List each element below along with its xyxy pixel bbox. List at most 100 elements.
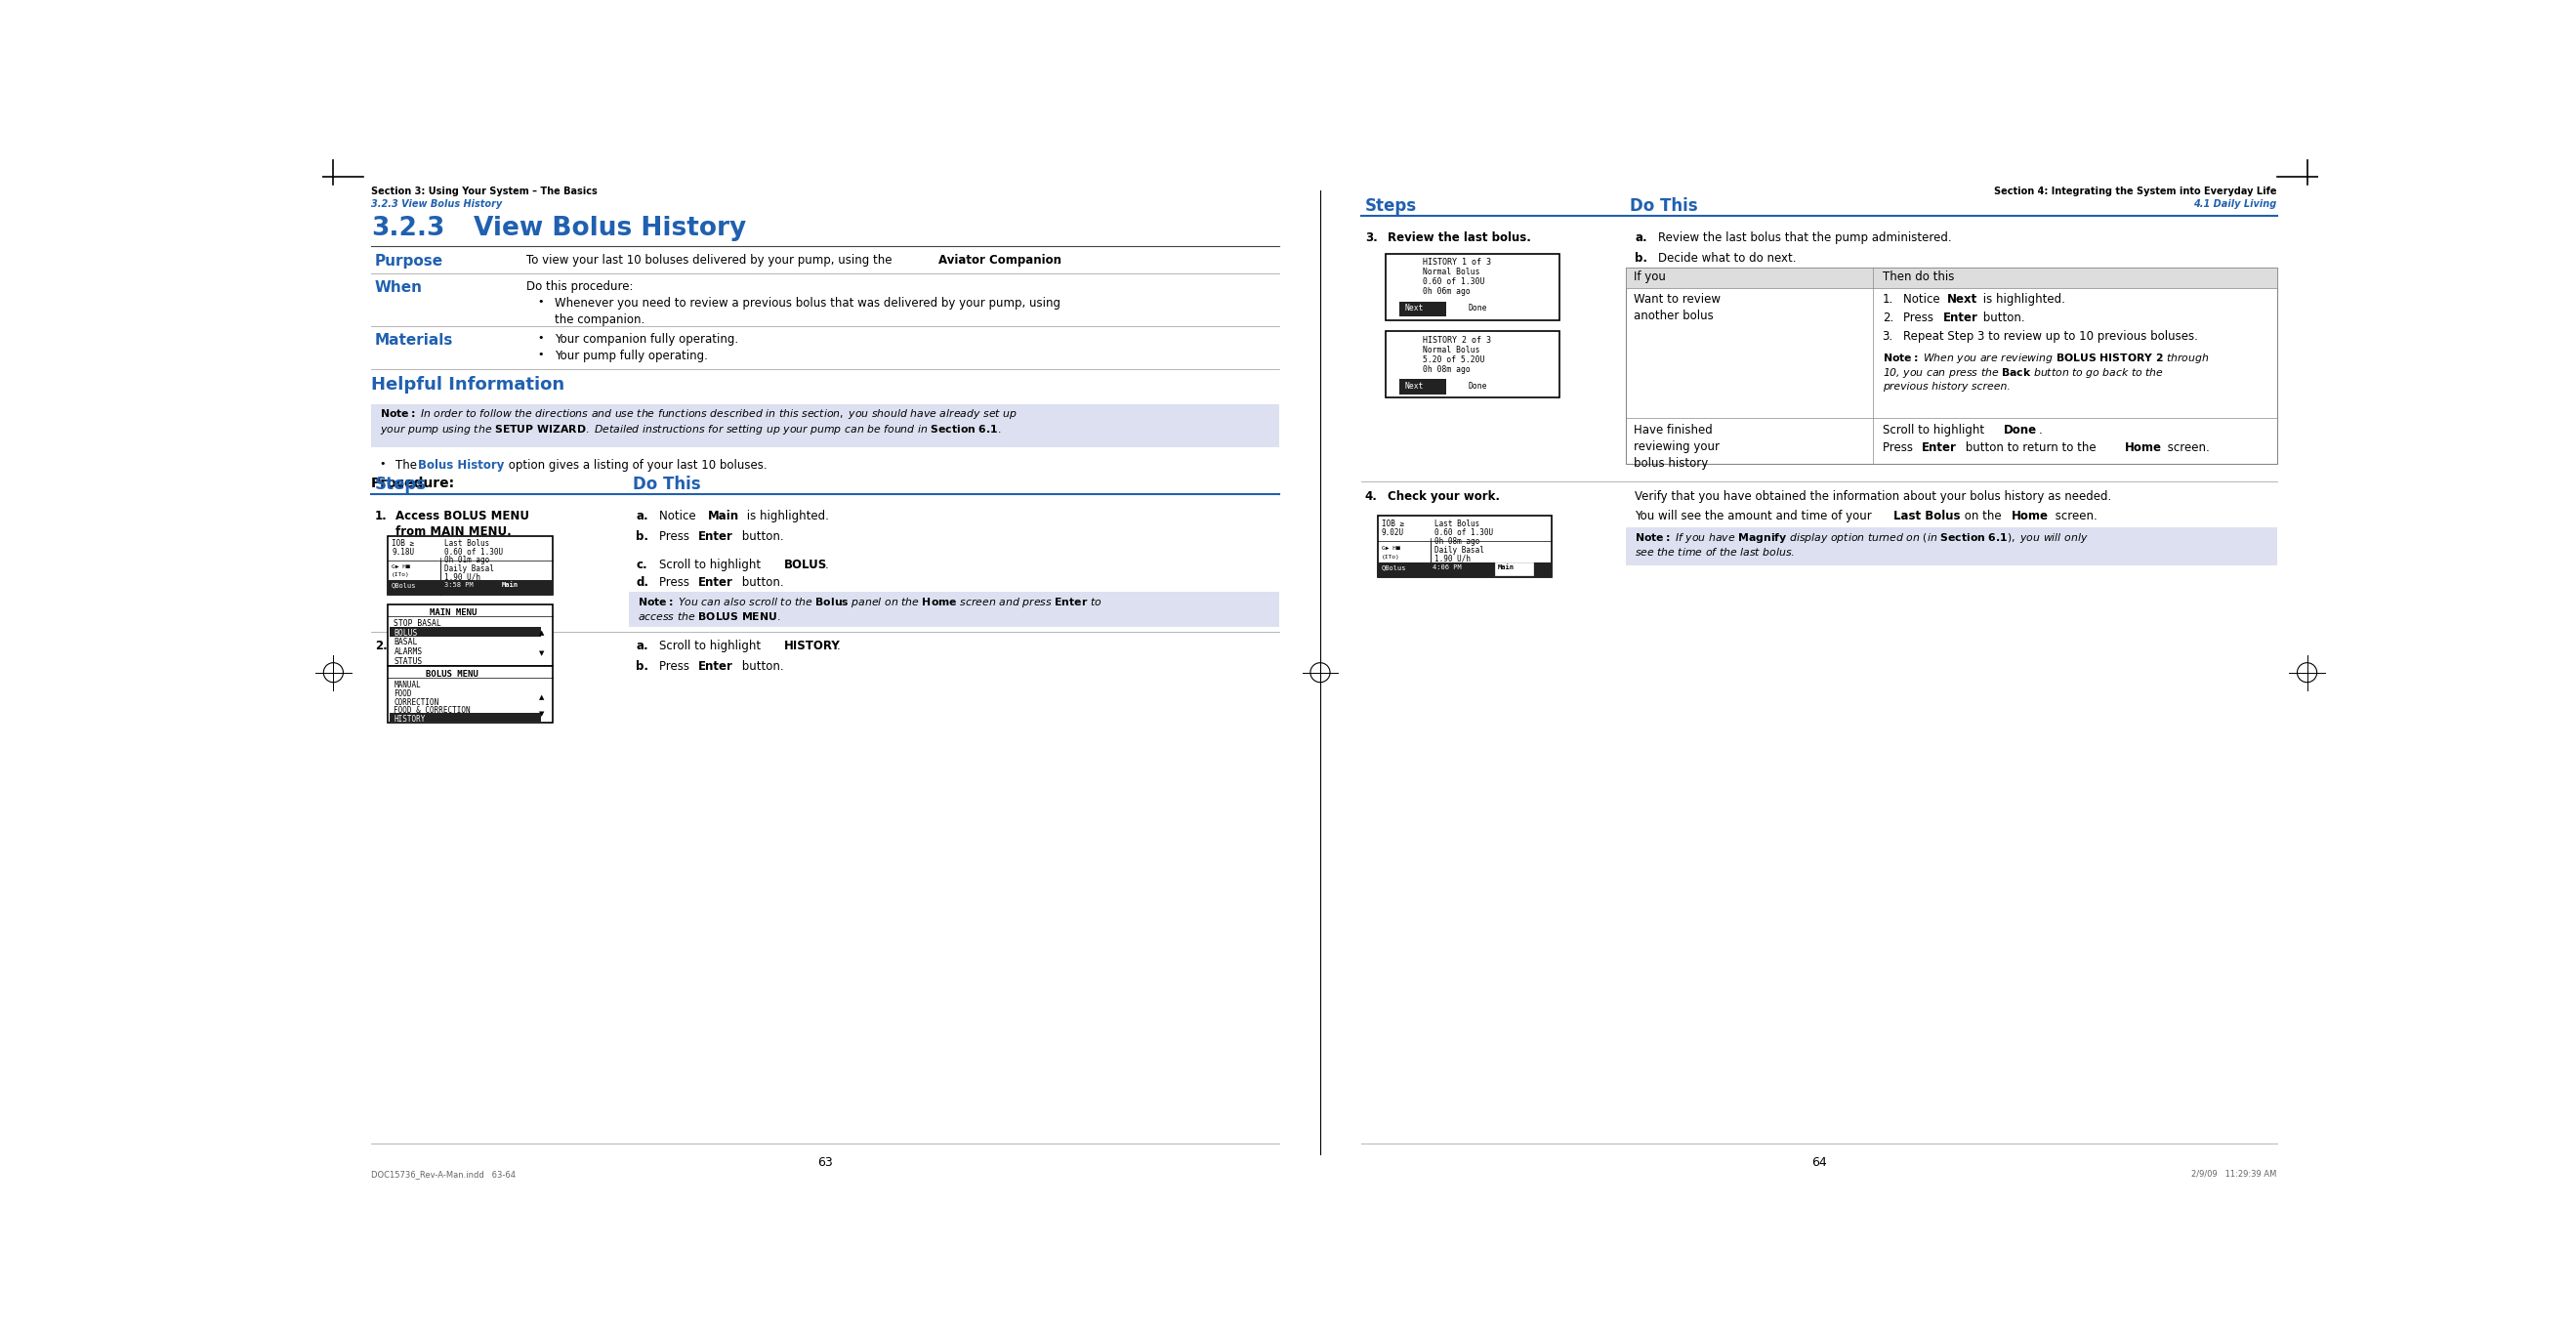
Text: MAIN MENU: MAIN MENU	[430, 608, 477, 618]
Text: 1.: 1.	[1883, 293, 1893, 306]
Text: ▼: ▼	[538, 651, 544, 656]
Text: Your pump fully operating.: Your pump fully operating.	[554, 349, 708, 362]
Text: Review the last bolus that the pump administered.: Review the last bolus that the pump admi…	[1659, 232, 1950, 245]
Text: a.: a.	[636, 510, 649, 523]
Text: $\it{see\ the\ time\ of\ the\ last\ bolus.}$: $\it{see\ the\ time\ of\ the\ last\ bolu…	[1636, 546, 1795, 558]
Text: Press: Press	[659, 531, 693, 543]
Text: Press: Press	[1904, 311, 1937, 325]
Bar	[1399, 379, 1445, 394]
Text: $\bf{Note:}$ $\it{In\ order\ to\ follow\ the\ directions\ and\ use\ the\ functio: $\bf{Note:}$ $\it{In\ order\ to\ follow\…	[381, 407, 1018, 421]
Text: ▼: ▼	[538, 711, 544, 716]
Text: button.: button.	[739, 660, 783, 672]
Text: a.: a.	[636, 639, 649, 652]
Text: QBolus: QBolus	[392, 582, 417, 588]
Text: Normal Bolus: Normal Bolus	[1422, 346, 1481, 354]
Text: G▶ H■: G▶ H■	[392, 564, 410, 570]
Text: ALARMS: ALARMS	[394, 647, 422, 656]
Text: button to return to the: button to return to the	[1963, 442, 2099, 454]
Text: button.: button.	[739, 576, 783, 590]
Text: BASAL: BASAL	[394, 638, 417, 647]
Text: Next: Next	[1947, 293, 1978, 306]
Text: (ITo): (ITo)	[392, 572, 410, 578]
Bar	[389, 712, 541, 721]
Text: •: •	[379, 459, 384, 469]
Text: When: When	[376, 280, 422, 294]
Text: Notice: Notice	[659, 510, 698, 523]
Bar	[389, 580, 554, 595]
Text: Notice: Notice	[1904, 293, 1945, 306]
Bar	[1378, 562, 1551, 578]
Text: is highlighted.: is highlighted.	[1978, 293, 2066, 306]
Text: Do This: Do This	[631, 475, 701, 492]
Text: Enter: Enter	[698, 660, 734, 672]
Text: ▲: ▲	[538, 695, 544, 700]
Text: IOB ≥: IOB ≥	[1381, 519, 1404, 528]
Text: Daily Basal: Daily Basal	[446, 564, 495, 574]
Text: button.: button.	[739, 531, 783, 543]
Text: 4.1 Daily Living: 4.1 Daily Living	[2195, 200, 2277, 209]
Bar	[1625, 268, 2277, 289]
Text: BOLUS: BOLUS	[394, 628, 417, 638]
Text: 63: 63	[817, 1157, 832, 1169]
Text: 3.: 3.	[1883, 330, 1893, 343]
Bar	[1386, 254, 1558, 319]
Text: The: The	[394, 459, 420, 471]
Bar	[389, 666, 554, 723]
Text: BOLUS: BOLUS	[783, 559, 827, 572]
Text: 2/9/09   11:29:39 AM: 2/9/09 11:29:39 AM	[2192, 1170, 2277, 1178]
Bar	[1386, 331, 1558, 398]
Text: $\it{your\ pump\ using\ the}$ $\bf{SETUP\ WIZARD}$$\it{.\ Detailed\ instructions: $\it{your\ pump\ using\ the}$ $\bf{SETUP…	[381, 423, 1002, 437]
Text: Whenever you need to review a previous bolus that was delivered by your pump, us: Whenever you need to review a previous b…	[554, 297, 1061, 309]
Text: Daily Basal: Daily Basal	[1435, 546, 1484, 554]
Text: Home: Home	[2125, 442, 2161, 454]
Text: 9.02U: 9.02U	[1381, 528, 1404, 536]
Text: Access BOLUS MENU: Access BOLUS MENU	[394, 510, 528, 523]
Text: Aviator Companion: Aviator Companion	[938, 254, 1061, 266]
Text: Done: Done	[1468, 303, 1486, 313]
Text: 9.18U: 9.18U	[392, 548, 415, 556]
Text: c.: c.	[636, 559, 647, 572]
Text: •: •	[538, 349, 544, 359]
Text: Check your work.: Check your work.	[1388, 490, 1499, 503]
Text: Press: Press	[1883, 442, 1917, 454]
Bar	[389, 604, 554, 666]
Text: Materials: Materials	[376, 333, 453, 347]
Text: BOLUS MENU: BOLUS MENU	[425, 671, 479, 679]
Text: CORRECTION: CORRECTION	[394, 697, 438, 707]
Text: Done: Done	[1468, 382, 1486, 390]
Text: (ITo): (ITo)	[1381, 555, 1399, 559]
Text: Main: Main	[502, 582, 518, 588]
Text: You will see the amount and time of your: You will see the amount and time of your	[1636, 510, 1875, 522]
Bar	[1494, 563, 1533, 575]
Text: 1.: 1.	[376, 510, 386, 523]
Bar	[1625, 268, 2277, 465]
Text: 3:58 PM: 3:58 PM	[446, 582, 474, 588]
Text: HISTORY: HISTORY	[394, 715, 425, 724]
Text: DOC15736_Rev-A-Man.indd   63-64: DOC15736_Rev-A-Man.indd 63-64	[371, 1170, 515, 1178]
Text: 2.: 2.	[1883, 311, 1893, 325]
Text: Next: Next	[1404, 382, 1425, 390]
Bar	[1399, 302, 1445, 317]
Text: Decide what to do next.: Decide what to do next.	[1659, 252, 1795, 264]
Text: .: .	[2040, 423, 2043, 437]
Text: .: .	[1056, 254, 1059, 266]
Text: b.: b.	[636, 531, 649, 543]
Text: 4.: 4.	[1365, 490, 1378, 503]
Text: 0h 08m ago: 0h 08m ago	[1435, 538, 1479, 546]
Text: Have finished
reviewing your
bolus history: Have finished reviewing your bolus histo…	[1633, 423, 1718, 470]
Text: To view your last 10 boluses delivered by your pump, using the: To view your last 10 boluses delivered b…	[526, 254, 896, 266]
Text: 0.60 of 1.30U: 0.60 of 1.30U	[446, 548, 502, 556]
Text: b.: b.	[1636, 252, 1649, 264]
Text: 1.90 U/h: 1.90 U/h	[446, 572, 482, 582]
Text: Home: Home	[2012, 510, 2048, 522]
Text: Steps: Steps	[376, 475, 428, 492]
Text: Do this procedure:: Do this procedure:	[526, 280, 634, 293]
Text: Main: Main	[708, 510, 739, 523]
Text: screen.: screen.	[2050, 510, 2097, 522]
Bar	[1625, 527, 2277, 564]
Text: HISTORY 2 of 3: HISTORY 2 of 3	[1422, 335, 1492, 345]
Bar	[389, 536, 554, 595]
Text: Review the last bolus.: Review the last bolus.	[1388, 232, 1530, 245]
Text: Enter: Enter	[698, 576, 734, 590]
Text: option gives a listing of your last 10 boluses.: option gives a listing of your last 10 b…	[505, 459, 768, 471]
